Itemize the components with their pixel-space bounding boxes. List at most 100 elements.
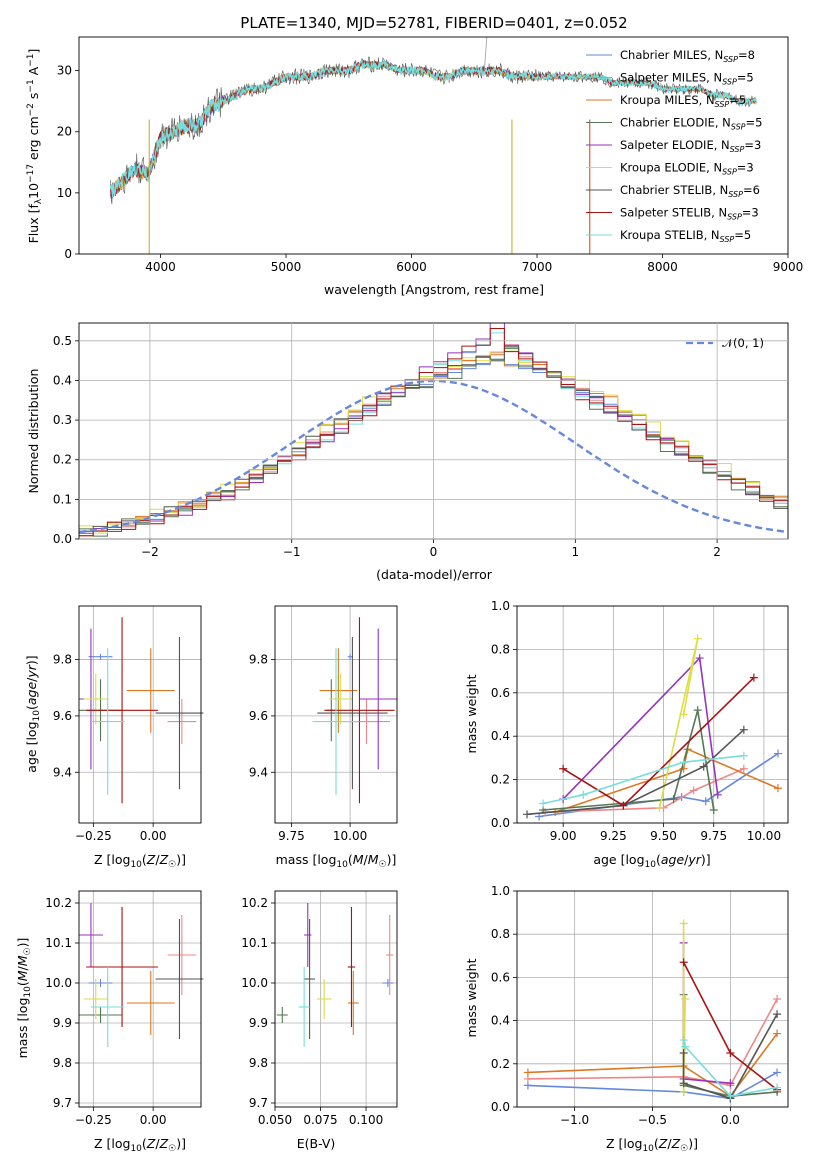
spectrum-ytick-label: 0 — [64, 247, 72, 261]
mass-vs-ebv-panel: 0.050 0.075 0.100 9.7 9.8 9.9 10.0 10.1 10.2 — [241, 890, 398, 1127]
weight-vs-Z-ytick-label: 0.6 — [491, 970, 510, 984]
mass-vs-ebv-axes-frame — [274, 890, 398, 1108]
weight-vs-Z-ytick-label: 1.0 — [491, 884, 510, 898]
weight-vs-Z-weight-marker — [773, 1083, 782, 1092]
spectrum-xtick-label: 9000 — [773, 260, 804, 274]
weight-vs-Z-weight-line — [527, 1071, 778, 1100]
mass-vs-ebv-ytick-label: 10.1 — [241, 936, 268, 950]
histogram-xtick-label: −2 — [141, 545, 159, 559]
age-vs-Z-axes-frame — [78, 605, 202, 824]
mass-vs-ebv-ytick-label: 9.9 — [249, 1016, 268, 1030]
weight-vs-age-ytick-label: 0.8 — [491, 642, 510, 656]
age-vs-mass-panel: 9.75 10.00 9.4 9.6 9.8 — [249, 605, 398, 843]
p8-ylabel: mass weight — [464, 958, 479, 1037]
mass-vs-Z-xtick-label: 0.00 — [140, 1113, 167, 1127]
mass-vs-ebv-xtick-label: 0.100 — [349, 1113, 383, 1127]
spectrum-panel: PLATE=1340, MJD=52781, FIBERID=0401, z=0… — [26, 14, 803, 297]
weight-vs-Z-weight-marker — [679, 1049, 688, 1057]
weight-vs-age-xtick-label: 10.00 — [747, 829, 781, 843]
legend-label: Kroupa MILES, NSSP=5 — [620, 93, 746, 109]
histogram-ytick-label: 0.4 — [53, 373, 72, 387]
normal-legend-label: 𝒩(0, 1) — [722, 336, 764, 350]
spectrum-xlabel: wavelength [Angstrom, rest frame] — [324, 282, 544, 297]
weight-vs-age-weight-marker — [523, 810, 532, 819]
spectrum-title: PLATE=1340, MJD=52781, FIBERID=0401, z=0… — [240, 14, 627, 32]
weight-vs-age-ytick-label: 1.0 — [491, 599, 510, 613]
legend-label: Chabrier MILES, NSSP=8 — [620, 48, 755, 64]
mass-vs-Z-axes-frame — [78, 890, 202, 1108]
histogram-ytick-label: 0.5 — [53, 334, 72, 348]
spectrum-ylabel: Flux [fλ10−17 erg cm−2 s−1 A−1] — [26, 49, 44, 244]
histogram-xtick-label: −1 — [283, 545, 301, 559]
residual-histogram-panel: −2 −1 0 1 2 0.0 0.1 0.2 0.3 0.4 0.5 (data-model)/e… — [26, 322, 789, 582]
weight-vs-age-weight-marker — [773, 749, 782, 758]
spectrum-legend: Chabrier MILES, NSSP=8 Salpeter MILES, NS… — [586, 48, 762, 244]
histogram-ytick-label: 0.2 — [53, 453, 72, 467]
weight-vs-age-weight-marker — [693, 634, 702, 643]
weight-vs-Z-ytick-label: 0.4 — [491, 1014, 510, 1028]
spectrum-ytick-label: 30 — [57, 64, 72, 78]
mass-vs-Z-ytick-label: 9.9 — [53, 1016, 72, 1030]
weight-vs-age-weight-marker — [739, 764, 748, 773]
weight-vs-Z-weight-marker — [726, 1079, 735, 1088]
legend-label: Salpeter STELIB, NSSP=3 — [620, 206, 759, 222]
weight-vs-age-ytick-label: 0.0 — [491, 816, 510, 830]
histogram-xtick-label: 2 — [713, 545, 721, 559]
weight-vs-age-weight-line — [554, 748, 779, 813]
weight-vs-age-weight-marker — [699, 762, 708, 771]
p6-ylabel: mass [log10(M/M☉)] — [15, 938, 33, 1059]
p5-xlabel: age [log10(age/yr)] — [593, 852, 710, 870]
weight-vs-Z-weight-line — [682, 1039, 778, 1098]
weight-vs-age-xtick-label: 9.25 — [600, 829, 627, 843]
p3-ylabel: age [log10(age/yr)] — [24, 655, 42, 772]
weight-vs-Z-xtick-label: −1.0 — [560, 1113, 589, 1127]
age-vs-mass-ytick-label: 9.4 — [249, 765, 268, 779]
weight-vs-Z-ytick-label: 0.8 — [491, 927, 510, 941]
mass-vs-Z-ytick-label: 10.1 — [45, 936, 72, 950]
mass-vs-ebv-ytick-label: 10.0 — [241, 976, 268, 990]
mass-vs-Z-ytick-label: 10.2 — [45, 896, 72, 910]
weight-vs-Z-weight-marker — [679, 1036, 688, 1045]
age-vs-mass-ytick-label: 9.6 — [249, 709, 268, 723]
weight-vs-age-weight-marker — [709, 805, 718, 814]
mass-vs-ebv-ytick-label: 9.8 — [249, 1056, 268, 1070]
legend-label: Salpeter MILES, NSSP=5 — [620, 71, 754, 87]
massweight-vs-age-panel: 9.00 9.25 9.50 9.75 10.00 0.0 0.2 0.4 0.6 0.8 1.0 — [491, 599, 789, 843]
weight-vs-age-weight-line — [545, 768, 745, 813]
p8-xlabel: Z [log10(Z/Z☉)] — [606, 1136, 698, 1154]
mass-vs-Z-xtick-label: −0.25 — [75, 1113, 112, 1127]
age-vs-mass-ytick-label: 9.8 — [249, 653, 268, 667]
age-vs-Z-ytick-label: 9.8 — [53, 653, 72, 667]
histogram-xtick-label: 0 — [430, 545, 438, 559]
weight-vs-age-xtick-label: 9.75 — [700, 829, 727, 843]
weight-vs-age-weight-marker — [655, 803, 664, 812]
weight-vs-age-weight-marker — [739, 751, 748, 760]
p3-xlabel: Z [log10(Z/Z☉)] — [94, 852, 186, 870]
p5-ylabel: mass weight — [464, 674, 479, 753]
age-vs-Z-xtick-label: −0.25 — [75, 829, 112, 843]
weight-vs-Z-weight-marker — [679, 1079, 688, 1088]
weight-vs-age-weight-marker — [669, 795, 678, 804]
legend-label: Chabrier ELODIE, NSSP=5 — [620, 116, 762, 132]
weight-vs-age-weight-marker — [619, 801, 628, 810]
legend-label: Kroupa STELIB, NSSP=5 — [620, 228, 751, 244]
age-vs-mass-axes-frame — [274, 605, 398, 824]
weight-vs-Z-axes-frame — [516, 890, 789, 1108]
weight-vs-age-weight-marker — [579, 790, 588, 799]
age-vs-Z-ytick-label: 9.6 — [53, 709, 72, 723]
weight-vs-age-weight-marker — [693, 706, 702, 715]
weight-vs-age-weight-marker — [739, 725, 748, 734]
histogram-xlabel: (data-model)/error — [376, 567, 493, 582]
mass-vs-ebv-ytick-label: 10.2 — [241, 896, 268, 910]
mass-vs-Z-ytick-label: 9.7 — [53, 1096, 72, 1110]
weight-vs-age-weight-marker — [713, 790, 722, 799]
spectrum-axes-frame — [78, 36, 789, 255]
spectrum-xtick-label: 5000 — [271, 260, 302, 274]
spectrum-xtick-label: 8000 — [647, 260, 678, 274]
weight-vs-Z-xtick-label: 0.0 — [721, 1113, 740, 1127]
weight-vs-Z-weight-marker — [681, 995, 690, 1003]
weight-vs-age-weight-marker — [701, 797, 710, 806]
weight-vs-age-xtick-label: 9.00 — [550, 829, 577, 843]
massweight-vs-Z-panel: −1.0 −0.5 0.0 0.0 0.2 0.4 0.6 0.8 1.0 — [491, 884, 789, 1127]
mass-vs-Z-panel: −0.25 0.00 9.7 9.8 9.9 10.0 10.1 10.2 — [45, 890, 204, 1127]
